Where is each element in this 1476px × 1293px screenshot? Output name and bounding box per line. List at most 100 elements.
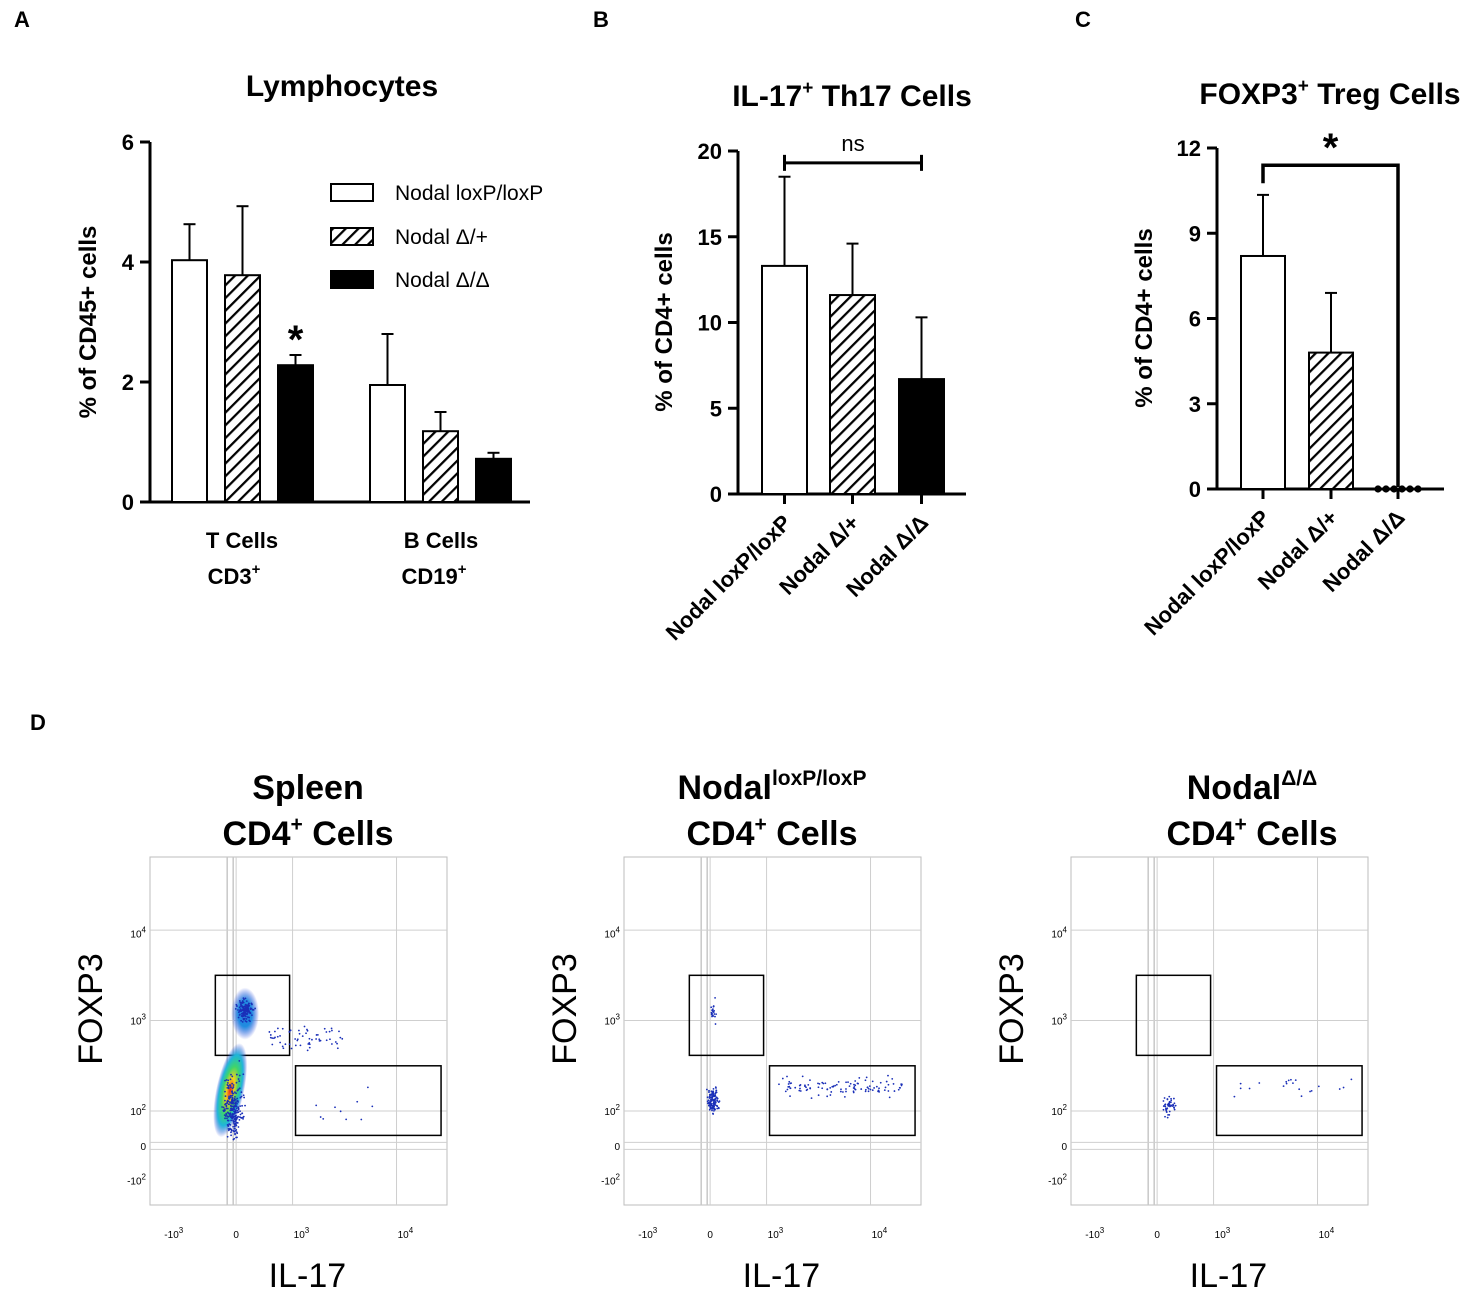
flow-event — [227, 1124, 230, 1127]
flow-event — [269, 1034, 272, 1036]
legend-swatch-delta-delta — [330, 270, 374, 289]
flow-event — [308, 1037, 311, 1040]
flow-event — [1285, 1082, 1288, 1085]
flow-event — [826, 1088, 829, 1091]
flow-event — [845, 1090, 847, 1093]
flow-event — [226, 1135, 229, 1138]
flow-event — [231, 1117, 234, 1120]
flow-event — [245, 1018, 248, 1020]
flow-event — [229, 1084, 232, 1087]
flow-x-tick-label: 103 — [768, 1226, 784, 1241]
flow-event — [250, 1014, 253, 1017]
flow-event — [225, 1105, 228, 1108]
flow-event — [1294, 1079, 1297, 1082]
flow-event — [268, 1031, 271, 1033]
flow-event — [900, 1083, 903, 1086]
flow-event — [1285, 1080, 1288, 1083]
flow-event — [235, 1114, 237, 1117]
flow-event — [329, 1038, 331, 1041]
flow-event — [864, 1088, 867, 1091]
flow-density-main — [213, 1043, 248, 1138]
flow-event — [847, 1081, 849, 1083]
flow-event — [879, 1081, 882, 1084]
chart-c-zero-point — [1398, 485, 1406, 493]
flow-event — [871, 1089, 874, 1092]
flow-plot-title-line1: NodalΔ/Δ — [1187, 767, 1317, 807]
chart-a-group-label-b-cells: B Cells — [404, 528, 479, 553]
flow-x-tick-label: -103 — [164, 1226, 183, 1241]
chart-c-significance-star: * — [1323, 126, 1339, 170]
flow-event — [843, 1096, 846, 1098]
flow-event — [854, 1080, 857, 1082]
flow-event — [229, 1107, 232, 1110]
flow-event — [225, 1107, 228, 1110]
flow-event — [237, 1009, 239, 1011]
flow-event — [226, 1086, 229, 1089]
flow-event — [330, 1027, 333, 1030]
flow-event — [716, 1107, 719, 1110]
flow-event — [713, 1109, 715, 1112]
chart-b-ns-label: ns — [841, 131, 864, 156]
flow-x-tick-label: 104 — [1319, 1226, 1335, 1241]
flow-event — [233, 1123, 236, 1126]
flow-event — [276, 1027, 279, 1030]
chart-c-bar-nodal-loxp-loxp — [1240, 254, 1286, 490]
flow-event — [1174, 1104, 1177, 1107]
flow-event — [238, 1074, 241, 1077]
flow-event — [229, 1101, 231, 1104]
flow-event — [315, 1104, 318, 1107]
flow-event — [1258, 1082, 1261, 1084]
flow-event — [237, 1126, 240, 1128]
flow-event — [877, 1089, 880, 1092]
flow-event — [235, 1116, 237, 1119]
flow-event — [715, 1096, 718, 1099]
flow-plot-title-line1: Spleen — [252, 769, 363, 807]
flow-event — [233, 1106, 235, 1109]
flow-event — [239, 1116, 242, 1119]
flow-event — [788, 1080, 791, 1083]
chart-a-group-label-cd19: CD19+ — [401, 561, 466, 589]
flow-event — [885, 1080, 888, 1083]
flow-event — [226, 1115, 229, 1118]
flow-gate-foxp3 — [1135, 974, 1212, 1057]
flow-event — [235, 1107, 238, 1110]
flow-event — [1169, 1105, 1172, 1108]
flow-x-tick-label: 103 — [294, 1226, 310, 1241]
flow-event — [1164, 1103, 1166, 1106]
flow-event — [789, 1087, 792, 1090]
flow-event — [710, 1090, 713, 1093]
flow-event — [1165, 1107, 1167, 1110]
flow-event — [311, 1038, 313, 1041]
flow-event — [271, 1037, 274, 1040]
flow-event — [299, 1044, 302, 1047]
flow-event — [243, 1007, 245, 1010]
chart-c-comparison-bracket — [1261, 163, 1400, 487]
flow-event — [799, 1087, 801, 1090]
flow-event — [711, 1092, 714, 1095]
flow-event — [1338, 1088, 1341, 1090]
flow-cytometry-panel: Spleen CD4+ Cells -103 0 103 104 104 103 102 0 -10… — [72, 767, 1369, 1293]
flow-events — [213, 987, 374, 1141]
flow-event — [336, 1042, 338, 1045]
flow-event — [787, 1083, 790, 1085]
flow-event — [716, 1100, 719, 1102]
flow-event — [871, 1080, 874, 1083]
flow-event — [234, 1105, 237, 1108]
flow-event — [241, 1005, 244, 1008]
flow-event — [706, 1100, 709, 1103]
chart-c-y-tick-label: 3 — [1189, 392, 1201, 417]
flow-y-axis-label: FOXP3 — [72, 953, 110, 1064]
chart-b-bar-nodal-delta — [829, 294, 876, 495]
flow-event — [296, 1039, 299, 1042]
flow-event — [290, 1047, 293, 1050]
flow-event — [279, 1035, 281, 1037]
flow-x-tick-label: 0 — [1154, 1230, 1160, 1241]
flow-y-tick-label: -102 — [601, 1173, 620, 1188]
flow-event — [240, 1019, 243, 1022]
flow-event — [279, 1041, 282, 1044]
flow-event — [716, 1105, 719, 1108]
flow-event — [866, 1086, 869, 1089]
flow-event — [831, 1085, 834, 1088]
flow-event — [226, 1107, 229, 1110]
legend-label-delta-plus: Nodal Δ/+ — [395, 226, 488, 249]
